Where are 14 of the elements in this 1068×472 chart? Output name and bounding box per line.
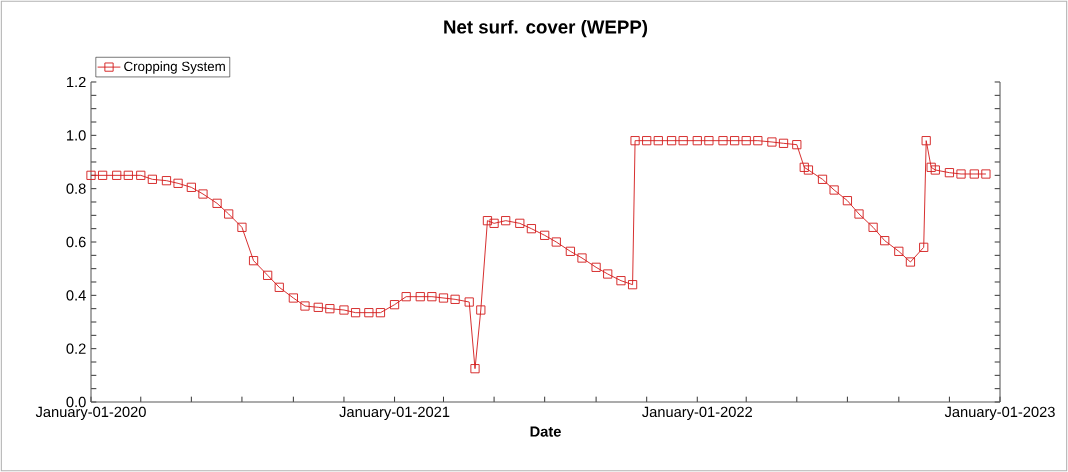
legend-label: Cropping System xyxy=(124,61,225,74)
x-tick-label: January-01-2020 xyxy=(35,406,146,420)
x-tick-label: January-01-2023 xyxy=(944,406,1055,420)
chart-title: Net surf. cover (WEPP) xyxy=(444,19,648,38)
x-tick-label: January-01-2022 xyxy=(642,406,752,420)
y-tick-label: 0.4 xyxy=(66,290,86,301)
y-tick-label: 0.6 xyxy=(66,236,86,248)
x-tick-label: January-01-2021 xyxy=(339,406,450,420)
x-axis-title: Date xyxy=(530,426,561,437)
y-tick-label: 0.2 xyxy=(66,343,86,354)
y-tick-label: 0.8 xyxy=(66,183,86,194)
y-tick-label: 1.0 xyxy=(67,130,86,141)
y-tick-label: 1.2 xyxy=(67,76,86,88)
y-tick-label: 0.0 xyxy=(66,396,86,408)
